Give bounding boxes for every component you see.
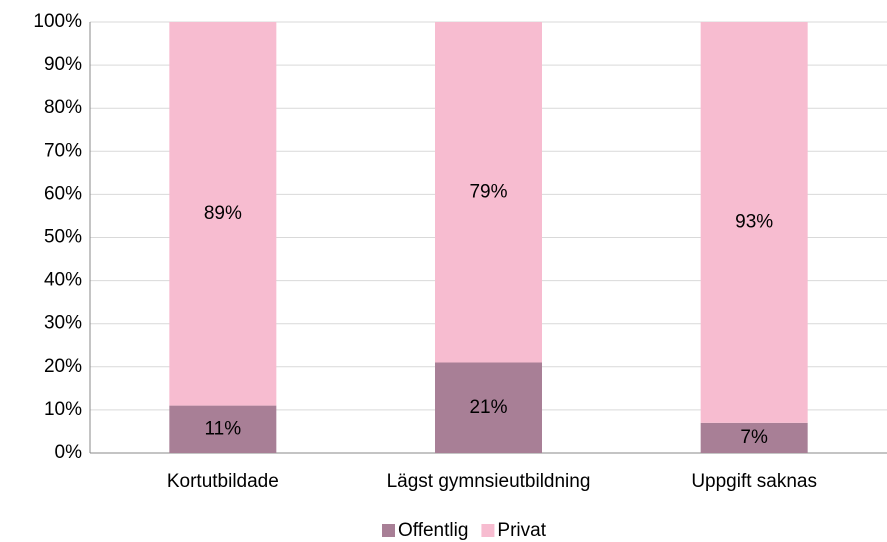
y-tick-label: 40% — [44, 270, 82, 291]
bar-segment — [169, 405, 277, 453]
bar-segment — [700, 22, 808, 423]
y-tick-label: 70% — [44, 140, 82, 161]
data-label: 79% — [469, 181, 507, 202]
data-label: 89% — [204, 203, 242, 224]
bar-segment — [700, 422, 808, 453]
y-tick-label: 0% — [55, 442, 83, 463]
legend-swatch — [481, 524, 495, 537]
y-tick-label: 90% — [44, 54, 82, 75]
y-tick-label: 30% — [44, 313, 82, 334]
legend-label: Privat — [497, 520, 546, 541]
y-tick-label: 80% — [44, 97, 82, 118]
y-tick-label: 10% — [44, 399, 82, 420]
y-tick-label: 100% — [33, 11, 82, 32]
data-label: 7% — [740, 427, 768, 448]
x-tick-label: Lägst gymnsieutbildning — [387, 471, 591, 492]
legend-label: Offentlig — [398, 520, 468, 541]
y-tick-label: 60% — [44, 183, 82, 204]
bar-segment — [169, 22, 277, 406]
bar-segment — [435, 22, 542, 363]
data-label: 21% — [469, 397, 507, 418]
x-tick-label: Uppgift saknas — [691, 471, 817, 492]
bar-segment — [435, 362, 542, 453]
data-label: 11% — [205, 418, 242, 439]
y-tick-label: 50% — [44, 227, 82, 248]
y-tick-label: 20% — [44, 356, 82, 377]
x-tick-label: Kortutbildade — [167, 471, 279, 492]
legend-swatch — [382, 524, 395, 537]
data-label: 93% — [735, 211, 773, 232]
